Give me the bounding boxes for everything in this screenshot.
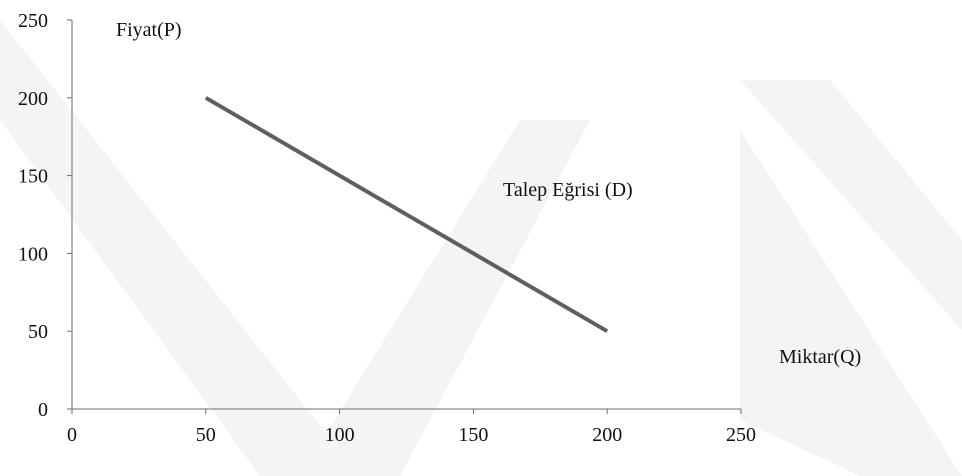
y-tick-label: 200 bbox=[18, 88, 48, 110]
axes bbox=[71, 20, 741, 410]
x-tick-label: 250 bbox=[726, 424, 756, 446]
watermark bbox=[0, 20, 962, 476]
y-tick-label: 150 bbox=[18, 166, 48, 188]
x-axis-title: Miktar(Q) bbox=[779, 346, 861, 368]
series-label: Talep Eğrisi (D) bbox=[503, 179, 633, 201]
x-tick-label: 200 bbox=[592, 424, 622, 446]
x-tick-label: 100 bbox=[325, 424, 355, 446]
plot-area bbox=[204, 96, 609, 333]
x-tick-label: 0 bbox=[67, 424, 77, 446]
series-line bbox=[204, 96, 609, 333]
y-tick-label: 50 bbox=[28, 321, 48, 343]
y-tick-label: 250 bbox=[18, 10, 48, 32]
y-tick-label: 0 bbox=[38, 399, 48, 421]
x-axis-ticks: 0 50 100 150 200 250 bbox=[67, 409, 756, 446]
y-axis-title: Fiyat(P) bbox=[116, 19, 182, 41]
y-tick-label: 100 bbox=[18, 243, 48, 265]
x-tick-label: 150 bbox=[458, 424, 488, 446]
x-tick-label: 50 bbox=[196, 424, 216, 446]
y-axis-ticks: 0 50 100 150 200 250 bbox=[18, 10, 72, 421]
